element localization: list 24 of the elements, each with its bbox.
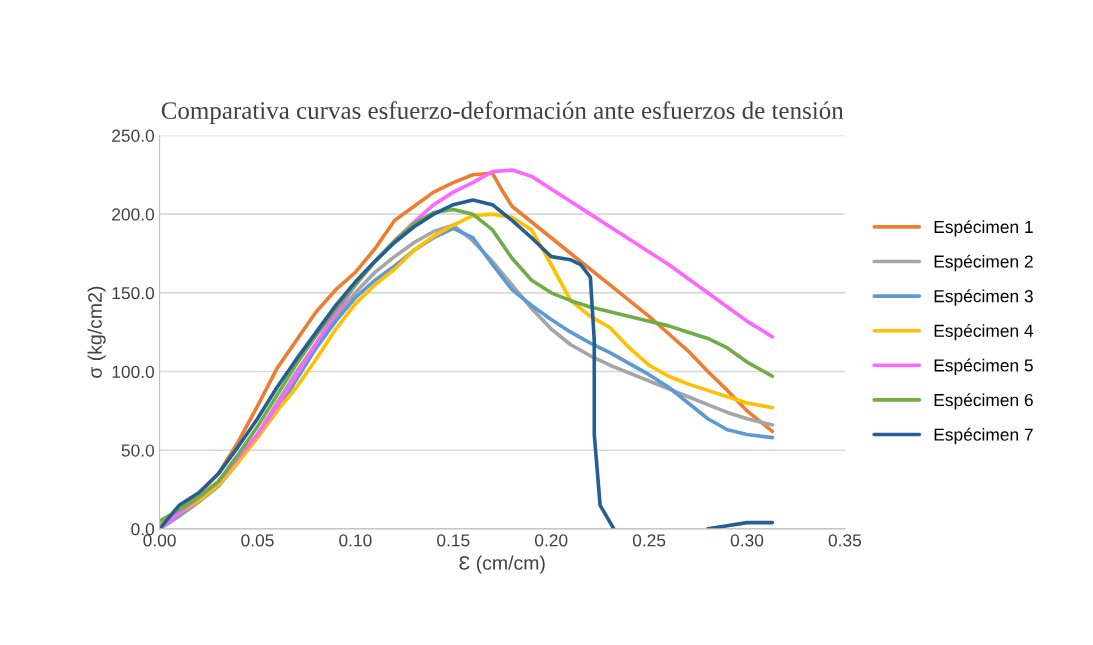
y-tick-label: 0.0 xyxy=(131,523,155,536)
legend-label: Espécimen 4 xyxy=(934,323,1034,341)
chart-title: Comparativa curvas esfuerzo-deformación ante esfuerzos de tensión xyxy=(161,101,844,125)
y-tick-label: 200.0 xyxy=(112,208,155,221)
y-tick-label: 150.0 xyxy=(112,287,155,300)
legend-label: Espécimen 1 xyxy=(934,220,1033,237)
legend-label: Espécimen 7 xyxy=(934,427,1033,445)
y-tick-label: 100.0 xyxy=(112,365,155,378)
x-tick-label: 0.15 xyxy=(437,534,470,547)
x-tick-label: 0.30 xyxy=(730,534,764,547)
legend-label: Espécimen 3 xyxy=(934,289,1033,306)
legend-label: Espécimen 2 xyxy=(934,254,1033,272)
x-tick-label: 0.35 xyxy=(828,534,862,547)
x-axis-title: Ɛ (cm/cm) xyxy=(459,555,545,574)
x-tick-label: 0.10 xyxy=(339,534,372,547)
x-tick-label: 0.05 xyxy=(241,534,274,547)
x-tick-label: 0.25 xyxy=(632,534,666,547)
y-tick-label: 250.0 xyxy=(112,129,155,142)
y-axis-title: σ (kg/cm2) xyxy=(87,286,106,378)
legend-label: Espécimen 5 xyxy=(934,358,1033,375)
y-tick-label: 50.0 xyxy=(121,444,155,457)
x-tick-label: 0.20 xyxy=(534,534,568,547)
legend-label: Espécimen 6 xyxy=(934,393,1033,410)
x-tick-label: 0.00 xyxy=(143,534,176,547)
